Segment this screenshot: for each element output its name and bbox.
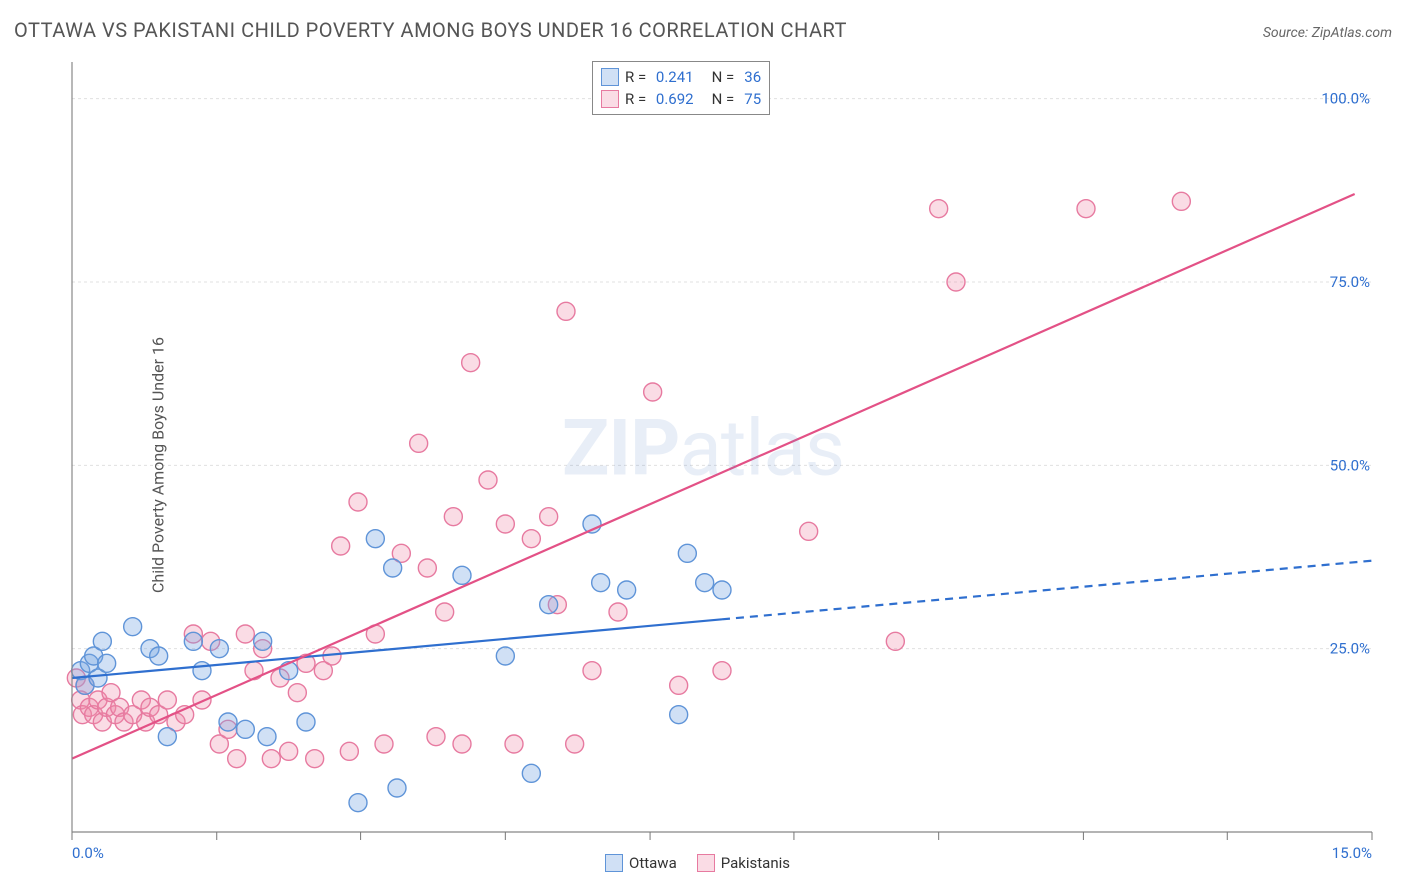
series-name: Ottawa bbox=[629, 854, 677, 872]
legend-swatch bbox=[601, 68, 619, 86]
r-label: R = bbox=[625, 88, 650, 110]
legend-row: R = 0.241 N = 36 bbox=[601, 66, 761, 88]
series-legend-item: Ottawa bbox=[605, 854, 677, 872]
svg-text:15.0%: 15.0% bbox=[1332, 844, 1372, 862]
n-value: 75 bbox=[744, 88, 761, 110]
n-value: 36 bbox=[744, 66, 761, 88]
n-label: N = bbox=[712, 88, 735, 110]
y-axis-label: Child Poverty Among Boys Under 16 bbox=[148, 337, 167, 593]
svg-text:100.0%: 100.0% bbox=[1321, 90, 1370, 108]
series-legend-item: Pakistanis bbox=[697, 854, 790, 872]
r-label: R = bbox=[625, 66, 650, 88]
legend-row: R = 0.692 N = 75 bbox=[601, 88, 761, 110]
r-value: 0.692 bbox=[656, 88, 694, 110]
legend-swatch bbox=[601, 90, 619, 108]
legend-swatch bbox=[697, 854, 715, 872]
scatter-chart: 0.0% 15.0% 25.0% 50.0% 75.0% 100.0% bbox=[14, 58, 1392, 872]
legend-swatch bbox=[605, 854, 623, 872]
correlation-legend: R = 0.241 N = 36 R = 0.692 N = 75 bbox=[592, 61, 770, 115]
svg-text:25.0%: 25.0% bbox=[1330, 640, 1370, 658]
svg-text:0.0%: 0.0% bbox=[72, 844, 104, 862]
series-legend: Ottawa Pakistanis bbox=[605, 854, 790, 872]
r-value: 0.241 bbox=[656, 66, 694, 88]
series-name: Pakistanis bbox=[721, 854, 790, 872]
source-attribution: Source: ZipAtlas.com bbox=[1263, 25, 1392, 41]
n-label: N = bbox=[712, 66, 735, 88]
chart-container: Child Poverty Among Boys Under 16 ZIPatl… bbox=[14, 58, 1392, 872]
svg-text:50.0%: 50.0% bbox=[1330, 456, 1370, 474]
chart-title: OTTAWA VS PAKISTANI CHILD POVERTY AMONG … bbox=[14, 18, 847, 42]
svg-text:75.0%: 75.0% bbox=[1330, 273, 1370, 291]
